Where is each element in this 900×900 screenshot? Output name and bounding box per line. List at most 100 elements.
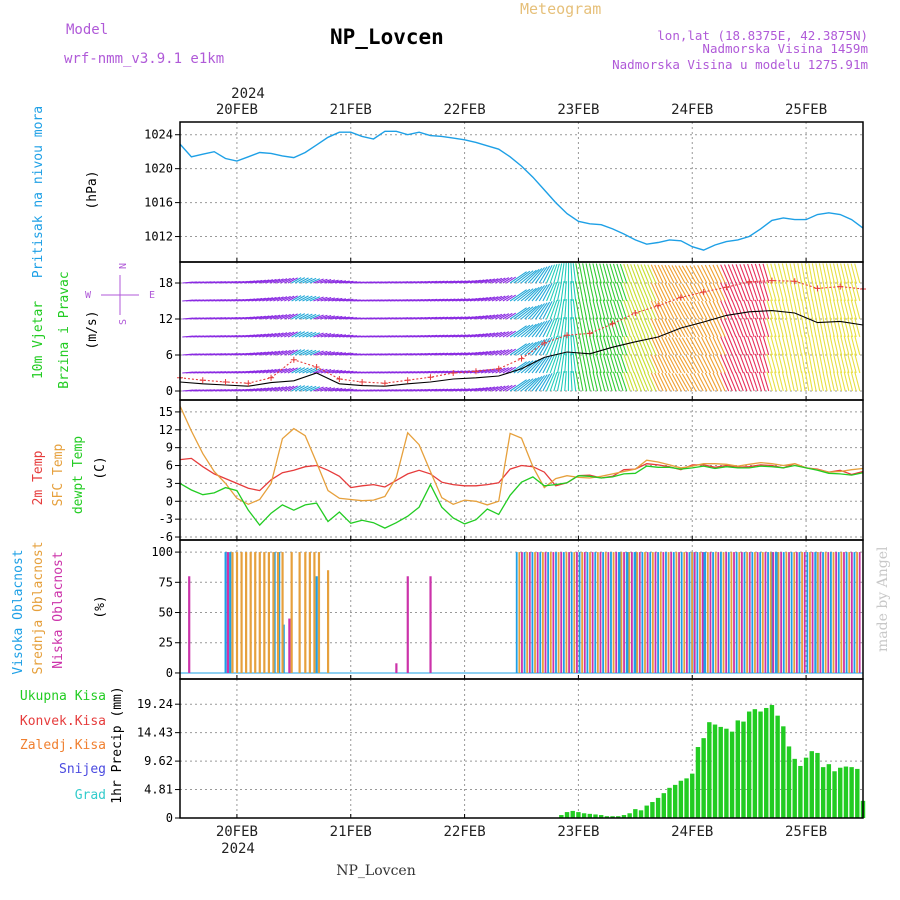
wind-arrow <box>538 301 551 320</box>
wind-arrow <box>324 297 336 302</box>
wind-arrow <box>488 350 499 356</box>
wind-arrow <box>575 299 580 320</box>
cloud-bar <box>646 552 649 673</box>
wind-arrow <box>455 316 467 320</box>
wind-arrow <box>276 314 288 320</box>
cloud-bar <box>534 552 536 673</box>
wind-arrow <box>331 369 343 374</box>
wind-arrow <box>437 280 449 284</box>
wind-arrow <box>309 350 321 356</box>
wind-arrow <box>636 264 646 284</box>
wind-arrow <box>654 372 664 392</box>
wind-arrow <box>298 277 309 284</box>
wind-arrow <box>636 318 646 338</box>
wind-arrow <box>724 264 733 284</box>
wind-arrow <box>284 295 295 302</box>
compass-s: S <box>118 319 129 325</box>
wind-arrow <box>284 349 295 356</box>
wind-arrow <box>616 371 624 392</box>
wind-arrow <box>531 357 545 374</box>
wind-arrow <box>704 318 715 338</box>
precip-bar <box>712 724 718 818</box>
wind-arrow <box>498 313 510 320</box>
wind-arrow <box>331 315 343 320</box>
wind-arrow <box>276 332 288 338</box>
wind-arrow <box>302 295 313 302</box>
wind-arrow <box>743 353 752 374</box>
wind-arrow <box>602 335 609 356</box>
wind-ytick-label: 18 <box>159 276 173 290</box>
cloud-bar <box>843 552 845 673</box>
cloud-bar <box>552 552 555 673</box>
wind-arrow <box>762 317 770 338</box>
wind-arrow <box>535 284 548 302</box>
wind-arrow <box>564 263 567 284</box>
cloud-bar <box>615 552 618 673</box>
wind-arrow <box>269 332 281 338</box>
wind-arrow <box>247 316 259 320</box>
wind-arrow <box>650 318 660 338</box>
wind-arrow <box>700 354 711 374</box>
wind-arrow <box>758 317 766 338</box>
wind-arrow <box>316 314 328 320</box>
wind-arrow <box>313 296 324 302</box>
cloud-bar <box>850 552 853 673</box>
wind-arrow <box>602 371 609 392</box>
wind-arrow <box>777 371 784 392</box>
precip-bar <box>849 767 854 818</box>
wind-arrow <box>685 301 697 320</box>
wind-arrow <box>808 371 813 392</box>
cloud-bar <box>788 552 790 673</box>
wind-arrow <box>254 297 266 302</box>
precip-bar <box>638 810 644 818</box>
wind-arrow <box>671 319 682 338</box>
wind-arrow <box>735 282 744 302</box>
wind-arrow <box>832 263 839 284</box>
wind-arrow <box>502 294 513 302</box>
wind-arrow <box>575 263 580 284</box>
wind-arrow <box>708 354 719 374</box>
wind-arrow <box>527 267 543 284</box>
cloud-bar <box>727 552 730 673</box>
wind-arrow <box>284 313 295 320</box>
wind-arrow <box>708 264 719 284</box>
wind-arrow <box>509 343 527 356</box>
wind-arrow <box>592 263 599 284</box>
wind-arrow <box>700 372 711 392</box>
wind-arrow <box>720 282 730 302</box>
wind-arrow <box>781 353 788 374</box>
cloud-bar <box>531 552 534 673</box>
wind-arrow <box>689 373 701 392</box>
wind-arrow <box>520 323 537 338</box>
wind-arrow <box>727 318 737 338</box>
wind-arrow <box>854 353 861 374</box>
wind-arrow <box>265 314 277 320</box>
wind-arrow <box>342 280 354 284</box>
wind-arrow <box>843 353 850 374</box>
wind-arrow <box>674 373 686 392</box>
wind-arrow <box>331 297 343 302</box>
wind-arrow <box>459 334 471 338</box>
wind-arrow <box>664 300 675 320</box>
wind-ytick-label: 0 <box>166 384 173 398</box>
wind-arrow <box>664 264 675 284</box>
precip-bar <box>815 752 820 818</box>
wind-arrow <box>825 263 832 284</box>
wind-arrow <box>700 300 711 320</box>
wind-arrow <box>843 299 850 320</box>
wind-arrow <box>287 295 298 302</box>
wind-gust-marker <box>450 370 457 376</box>
wind-arrow <box>720 336 730 356</box>
wind-arrow <box>815 335 821 356</box>
precip-bar <box>798 765 803 818</box>
precip-bar <box>672 784 678 818</box>
wind-arrow <box>789 263 795 284</box>
wind-arrow <box>720 318 730 338</box>
wind-arrow <box>284 367 295 374</box>
wind-arrow <box>484 278 496 284</box>
wind-arrow <box>459 316 471 320</box>
wind-arrow <box>630 318 639 338</box>
wind-arrow <box>320 279 332 284</box>
precip-bar <box>758 711 763 818</box>
wind-arrow <box>527 357 543 374</box>
